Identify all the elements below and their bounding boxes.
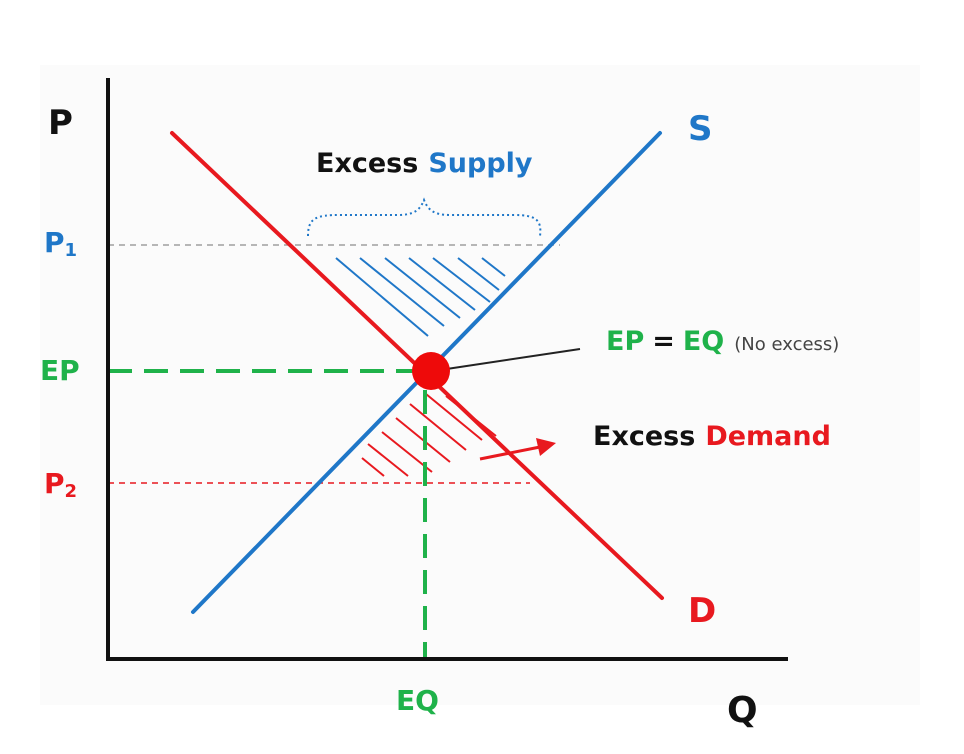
ep-label: EP <box>40 354 80 387</box>
excess-supply-hatching <box>335 257 506 337</box>
p2-letter: P <box>44 467 65 500</box>
excess-demand-word1: Excess <box>593 421 695 452</box>
excess-supply-brace <box>307 197 542 237</box>
excess-supply-label: Excess Supply <box>316 148 533 179</box>
equilibrium-note: (No excess) <box>734 334 839 355</box>
equilibrium-equals: = <box>652 326 675 357</box>
equilibrium-right: EQ <box>683 326 724 357</box>
eq-label: EQ <box>396 684 439 717</box>
diagram-background <box>40 65 920 705</box>
equilibrium-point <box>412 352 450 390</box>
equilibrium-pointer-line <box>439 348 581 371</box>
excess-demand-arrow-head <box>536 438 556 456</box>
p2-label: P2 <box>44 467 77 502</box>
equilibrium-left: EP <box>606 326 644 357</box>
equilibrium-label: EP = EQ (No excess) <box>606 326 839 357</box>
supply-curve-label: S <box>688 109 713 149</box>
p2-subscript: 2 <box>65 481 78 502</box>
p1-subscript: 1 <box>65 240 78 261</box>
p1-letter: P <box>44 226 65 259</box>
excess-demand-word2: Demand <box>705 421 831 452</box>
x-axis-label: Q <box>727 690 758 731</box>
excess-demand-arrow-shaft <box>479 445 541 461</box>
y-axis-label: P <box>48 103 73 143</box>
p1-label: P1 <box>44 226 77 261</box>
demand-curve-label: D <box>688 591 716 631</box>
excess-supply-word2: Supply <box>428 148 533 179</box>
excess-supply-word1: Excess <box>316 148 418 179</box>
excess-demand-label: Excess Demand <box>593 421 831 452</box>
